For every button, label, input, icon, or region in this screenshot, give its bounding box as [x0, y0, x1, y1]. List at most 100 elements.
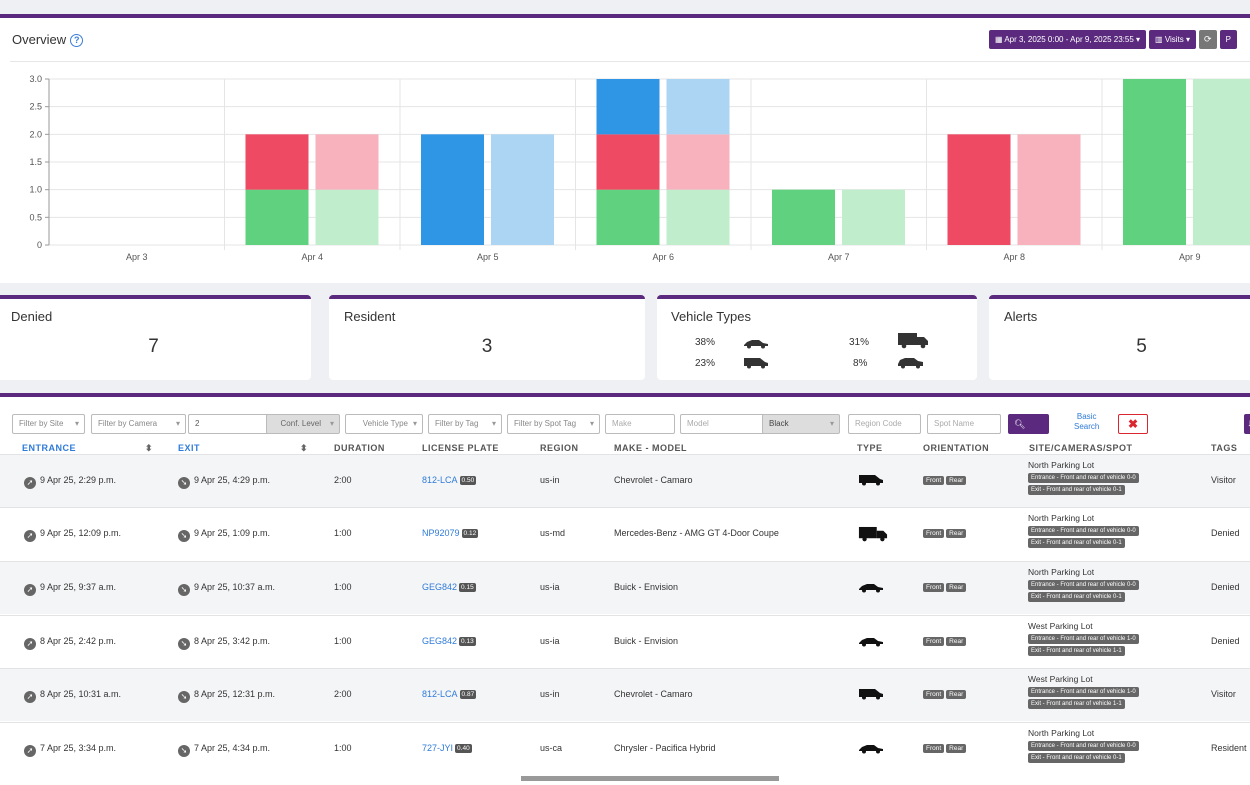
table-row[interactable]: ➚ 9 Apr 25, 9:37 a.m. ➘ 9 Apr 25, 10:37 a.m…	[0, 561, 1250, 614]
site-name: West Parking Lot	[1028, 621, 1093, 631]
confidence-badge: 0.40	[455, 744, 472, 753]
filter-site[interactable]: Filter by Site	[12, 414, 85, 434]
more-label: P	[1225, 35, 1231, 44]
plate-link[interactable]: NP92079	[422, 528, 460, 538]
exit-time: 8 Apr 25, 12:31 p.m.	[194, 689, 276, 699]
filter-number-input[interactable]: 2	[188, 414, 272, 434]
bar-segment	[842, 189, 905, 245]
search-label: Search	[1014, 439, 1043, 449]
overview-title-text: Overview	[12, 32, 67, 47]
download-icon: ⇩	[1247, 419, 1250, 429]
table-row[interactable]: ➚ 7 Apr 25, 3:34 p.m. ➘ 7 Apr 25, 4:34 p.m.…	[0, 722, 1250, 775]
x-tick-label: Apr 4	[301, 252, 323, 262]
vehicle-types-title: Vehicle Types	[671, 309, 751, 324]
denied-card[interactable]: Denied 7	[0, 295, 311, 380]
metric-button[interactable]: ▥ Visits ▾	[1149, 30, 1197, 49]
col-type: TYPE	[857, 443, 883, 453]
site-name: North Parking Lot	[1028, 460, 1095, 470]
make-model-cell: Buick - Envision	[614, 636, 679, 646]
col-exit[interactable]: EXIT	[178, 443, 201, 453]
rear-chip: Rear	[946, 690, 967, 699]
overview-divider	[10, 61, 1250, 62]
exit-camera-chip: Exit - Front and rear of vehicle 0-1	[1028, 485, 1125, 495]
duration-cell: 2:00	[334, 475, 352, 485]
vt-van-pct: 23%	[695, 358, 716, 369]
rear-chip: Rear	[946, 583, 967, 592]
filter-tag[interactable]: Filter by Tag	[428, 414, 502, 434]
tag-cell: Resident	[1211, 743, 1247, 753]
entrance-time: 7 Apr 25, 3:34 p.m.	[40, 743, 117, 753]
filter-spot-name-input[interactable]: Spot Name	[927, 414, 1001, 434]
make-model-cell: Chevrolet - Camaro	[614, 475, 693, 485]
visits-table-panel: Filter by Site Filter by Camera 2 Conf. …	[0, 393, 1250, 785]
filter-make-input[interactable]: Make	[605, 414, 675, 434]
plate-cell: 727-JYI 0.40	[422, 743, 472, 753]
orientation-cell: Front Rear	[923, 742, 968, 753]
site-name: North Parking Lot	[1028, 513, 1095, 523]
filter-region-code-input[interactable]: Region Code	[848, 414, 921, 434]
entrance-cell: ➚ 9 Apr 25, 9:37 a.m.	[24, 582, 116, 596]
resident-title: Resident	[344, 309, 396, 324]
orientation-cell: Front Rear	[923, 474, 968, 485]
site-cell: North Parking Lot Entrance - Front and re…	[1028, 728, 1139, 763]
exit-arrow-icon: ➘	[178, 638, 190, 650]
help-icon[interactable]: ?	[70, 34, 84, 48]
bar-segment	[315, 189, 379, 245]
resident-card[interactable]: Resident 3	[329, 295, 645, 380]
table-row[interactable]: ➚ 8 Apr 25, 10:31 a.m. ➘ 8 Apr 25, 12:31 p.…	[0, 668, 1250, 721]
truck-icon	[858, 526, 888, 547]
basic-search-link[interactable]: Basic Search	[1074, 412, 1099, 432]
table-row[interactable]: ➚ 8 Apr 25, 2:42 p.m. ➘ 8 Apr 25, 3:42 p.m.…	[0, 615, 1250, 668]
front-chip: Front	[923, 637, 945, 646]
site-cell: West Parking Lot Entrance - Front and rea…	[1028, 621, 1139, 656]
exit-cell: ➘ 9 Apr 25, 4:29 p.m.	[178, 475, 270, 489]
col-orientation: ORIENTATION	[923, 443, 990, 453]
van-icon	[744, 358, 768, 369]
alerts-card[interactable]: Alerts 5	[989, 295, 1250, 380]
filter-model-input[interactable]: Model	[680, 414, 767, 434]
entrance-cell: ➚ 9 Apr 25, 12:09 p.m.	[24, 528, 121, 542]
filter-vehicle-type[interactable]: Vehicle Type	[345, 414, 423, 434]
bar-segment	[666, 134, 730, 190]
x-tick-label: Apr 7	[828, 252, 850, 262]
confidence-badge: 0.87	[459, 690, 477, 699]
plate-link[interactable]: 727-JYI	[422, 743, 454, 753]
filter-color[interactable]: Black	[762, 414, 840, 434]
export-button[interactable]: ⇩	[1244, 414, 1250, 434]
plate-cell: NP92079 0.12	[422, 528, 479, 538]
search-button[interactable]: 🔍︎ Search	[1008, 414, 1049, 449]
date-range-button[interactable]: ▦ Apr 3, 2025 0:00 - Apr 9, 2025 23:55 ▾	[989, 30, 1147, 49]
plate-link[interactable]: GEG842	[422, 582, 458, 592]
tag-cell: Denied	[1211, 528, 1240, 538]
col-entrance[interactable]: ENTRANCE	[22, 443, 77, 453]
filter-spot-tag[interactable]: Filter by Spot Tag	[507, 414, 600, 434]
table-row[interactable]: ➚ 9 Apr 25, 12:09 p.m. ➘ 9 Apr 25, 1:09 p.m…	[0, 507, 1250, 560]
site-cell: North Parking Lot Entrance - Front and re…	[1028, 513, 1139, 548]
plate-link[interactable]: 812-LCA	[422, 689, 458, 699]
exit-cell: ➘ 9 Apr 25, 10:37 a.m.	[178, 582, 275, 596]
plate-link[interactable]: GEG842	[422, 636, 458, 646]
table-row[interactable]: ➚ 9 Apr 25, 2:29 p.m. ➘ 9 Apr 25, 4:29 p.m.…	[0, 454, 1250, 507]
plate-link[interactable]: 812-LCA	[422, 475, 458, 485]
refresh-button[interactable]: ⟳	[1199, 30, 1217, 49]
vt-truck-pct: 31%	[849, 337, 870, 348]
exit-cell: ➘ 8 Apr 25, 12:31 p.m.	[178, 689, 275, 703]
sort-entrance-icon[interactable]: ⬍	[145, 443, 154, 453]
filter-camera[interactable]: Filter by Camera	[91, 414, 186, 434]
vehicle-types-card[interactable]: Vehicle Types 38% 31% 23% 8%	[657, 295, 977, 380]
filter-conf-level[interactable]: Conf. Level	[266, 414, 340, 434]
more-button[interactable]: P	[1219, 30, 1237, 49]
y-tick-label: 0	[37, 240, 42, 250]
bar-segment	[491, 134, 554, 245]
exit-cell: ➘ 9 Apr 25, 1:09 p.m.	[178, 528, 270, 542]
orientation-cell: Front Rear	[923, 688, 968, 699]
horizontal-scrollbar[interactable]	[521, 776, 779, 781]
bar-segment	[666, 189, 730, 245]
clear-filters-button[interactable]: ✖	[1118, 414, 1148, 434]
duration-cell: 1:00	[334, 528, 352, 538]
site-name: West Parking Lot	[1028, 674, 1093, 684]
y-tick-label: 2.0	[29, 129, 42, 139]
site-cell: North Parking Lot Entrance - Front and re…	[1028, 567, 1139, 602]
sort-exit-icon[interactable]: ⬍	[300, 443, 309, 453]
orientation-cell: Front Rear	[923, 527, 968, 538]
